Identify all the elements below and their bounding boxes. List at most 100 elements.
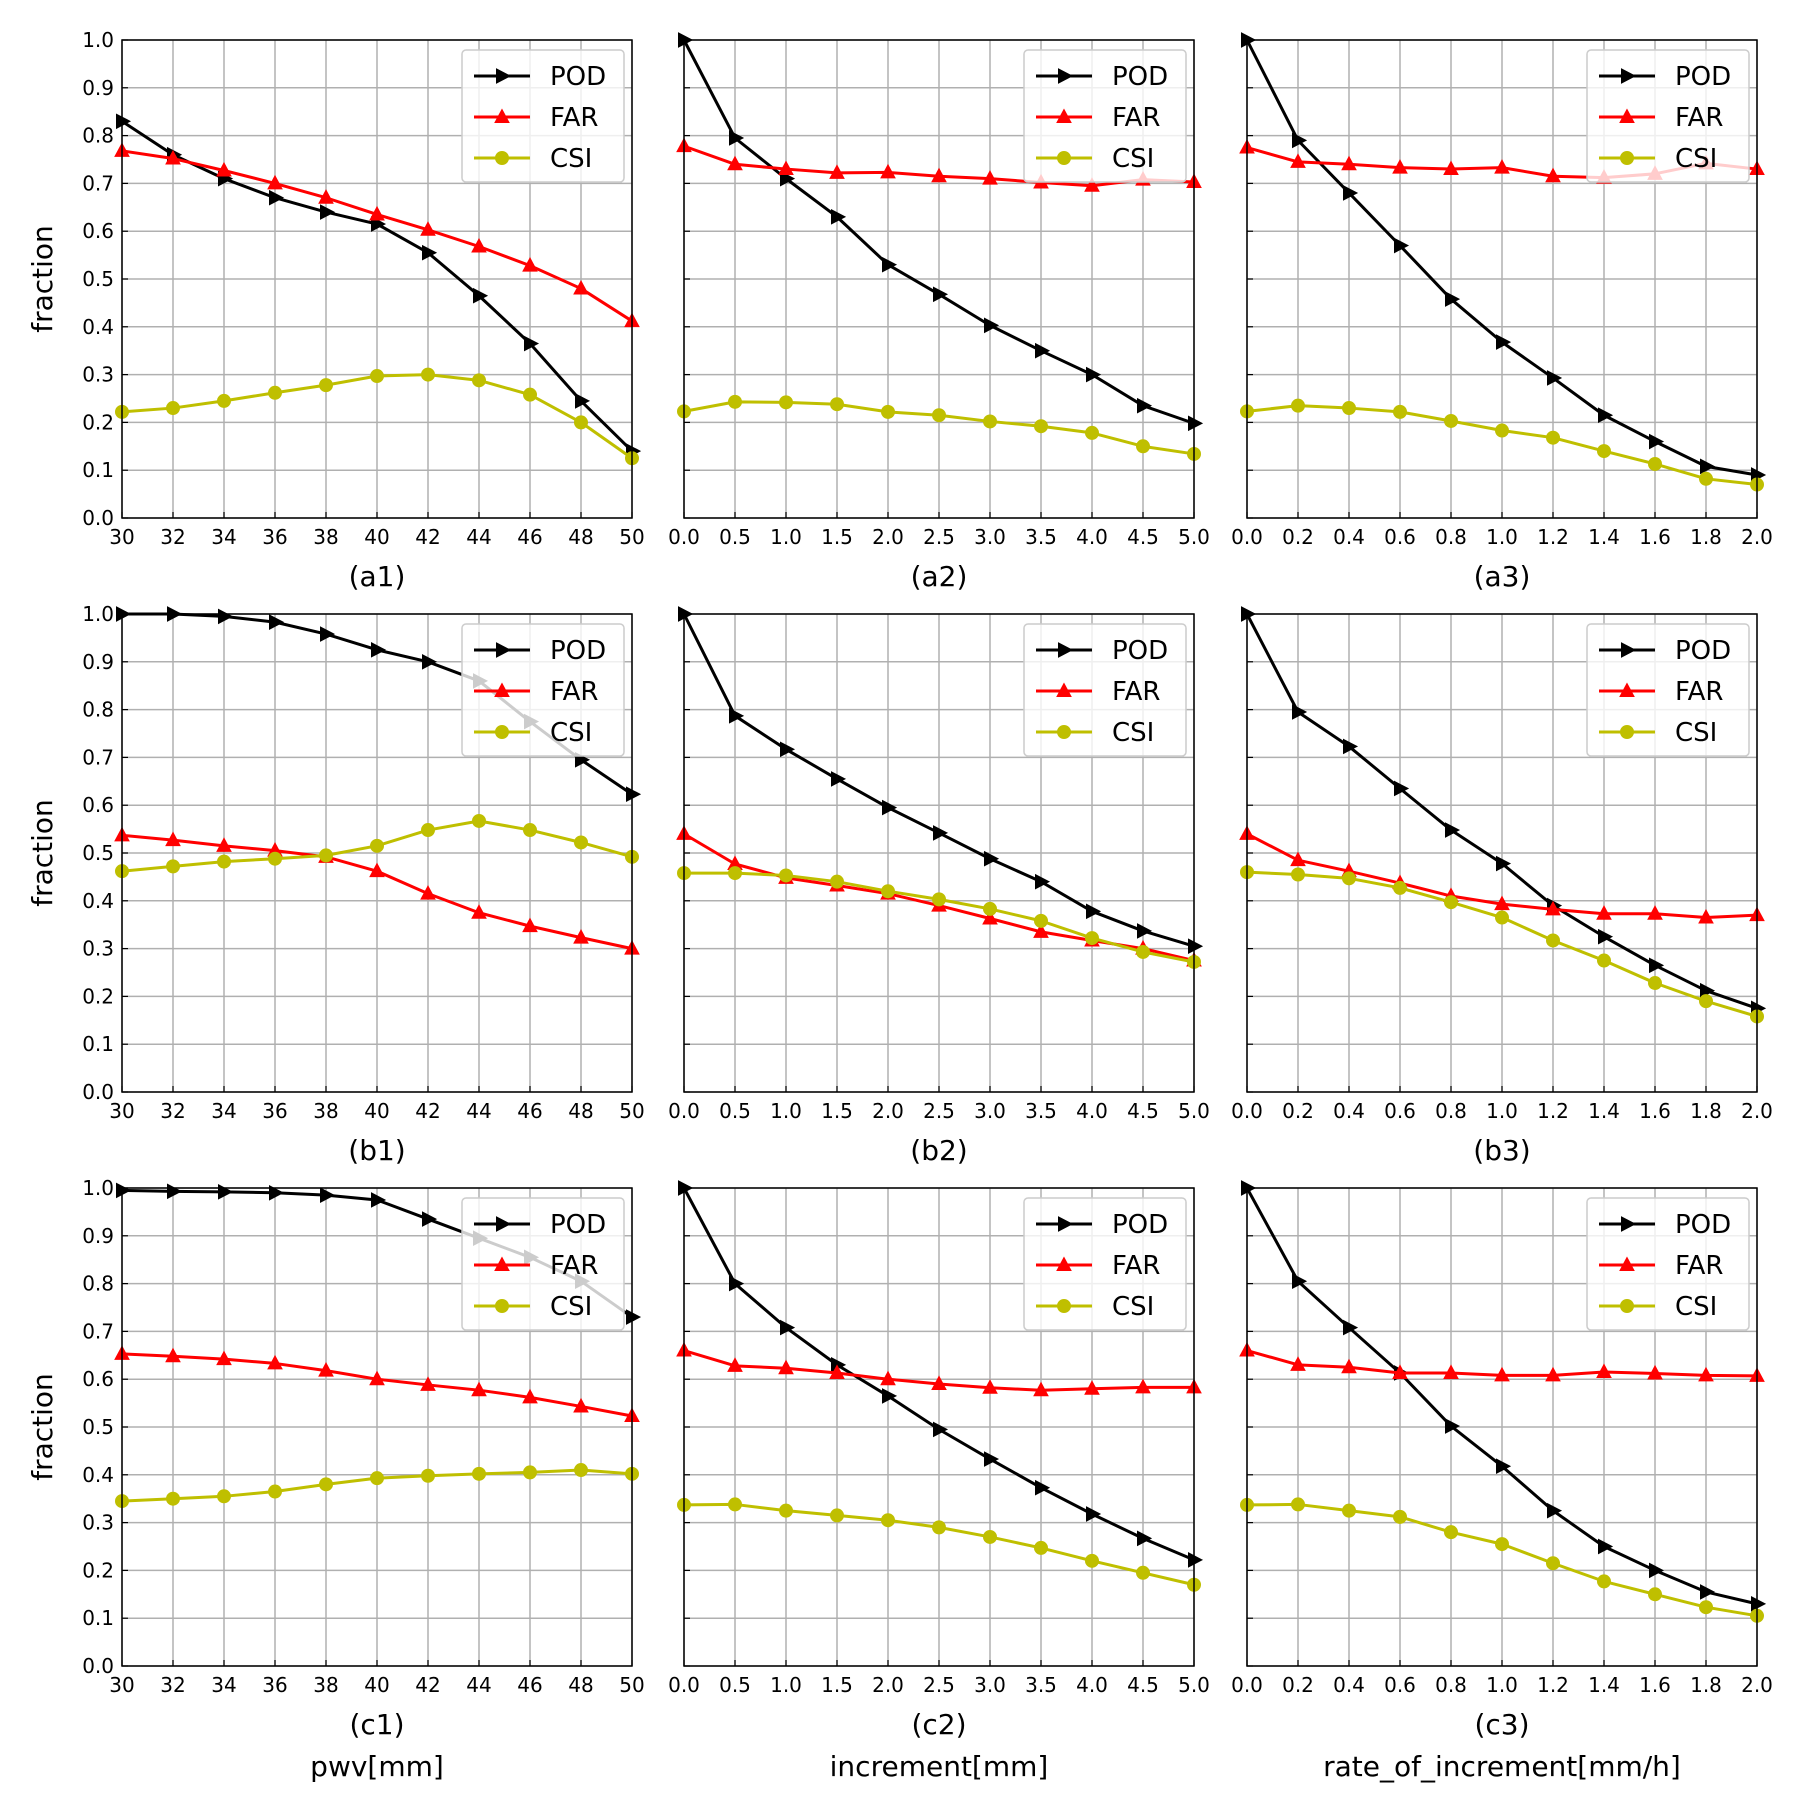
- legend-label-csi: CSI: [1675, 1292, 1717, 1322]
- series-far: [1239, 825, 1765, 924]
- legend-label-pod: POD: [550, 636, 606, 666]
- x-tick-label: 30: [109, 1099, 134, 1123]
- data-point-far: [982, 1379, 998, 1394]
- data-point-far: [931, 1375, 947, 1390]
- data-point-far: [1596, 1363, 1612, 1379]
- data-point-far: [1033, 1381, 1049, 1397]
- data-point-far: [880, 163, 896, 179]
- data-point-csi: [983, 1529, 997, 1544]
- series-pod: [678, 32, 1204, 432]
- data-point-pod: [1137, 923, 1153, 939]
- x-tick-label: 40: [364, 1099, 389, 1123]
- x-tick-label: 38: [313, 1099, 338, 1123]
- y-tick-label: 0.1: [82, 458, 114, 482]
- data-point-far: [1341, 1358, 1357, 1374]
- x-tick-label: 2.5: [923, 525, 955, 549]
- legend-label-csi: CSI: [1675, 718, 1717, 748]
- legend-label-far: FAR: [550, 677, 598, 707]
- data-point-far: [420, 885, 436, 900]
- data-point-pod: [1649, 957, 1665, 974]
- data-point-csi: [932, 892, 946, 907]
- x-tick-label: 1.8: [1690, 525, 1722, 549]
- data-point-pod: [1598, 1538, 1614, 1555]
- y-tick-label: 1.0: [82, 28, 114, 52]
- x-tick-label: 1.0: [770, 525, 802, 549]
- x-tick-label: 3.5: [1025, 1673, 1057, 1697]
- legend: POD FAR CSI: [461, 49, 625, 183]
- x-tick-label: 1.0: [770, 1673, 802, 1697]
- y-tick-label: 0.8: [82, 1272, 114, 1296]
- x-tick-label: 0.2: [1282, 525, 1314, 549]
- data-point-csi: [1597, 1574, 1611, 1589]
- x-tick-label: 34: [211, 1099, 236, 1123]
- data-point-pod: [1292, 704, 1308, 720]
- x-tick-label: 36: [262, 1673, 287, 1697]
- legend-marker-csi: [495, 725, 509, 739]
- data-point-far: [931, 167, 947, 183]
- x-tick-label: 1.0: [1486, 1673, 1518, 1697]
- x-tick-label: 2.0: [872, 1673, 904, 1697]
- data-point-csi: [1495, 910, 1509, 925]
- y-tick-label: 0.6: [82, 1367, 114, 1391]
- x-tick-label: 0.8: [1435, 1099, 1467, 1123]
- series-csi: [677, 1497, 1201, 1592]
- data-point-far: [471, 1381, 487, 1397]
- data-point-pod: [1086, 1506, 1102, 1522]
- subplot-a2: 0.0 0.5 1.0 1.5 2.0 2.5 3.0 3.5 4.0 4.5 5.0 POD FAR C…: [668, 32, 1210, 593]
- x-tick-label: 50: [619, 1099, 644, 1123]
- x-tick-label: 0.0: [668, 525, 700, 549]
- data-point-far: [778, 1359, 794, 1375]
- x-tick-label: 1.6: [1639, 1099, 1671, 1123]
- x-tick-label: 42: [415, 525, 440, 549]
- data-point-pod: [1086, 903, 1102, 920]
- plot-frame: [683, 39, 1195, 519]
- legend-marker-csi: [1620, 725, 1634, 739]
- series-csi: [115, 367, 639, 466]
- data-point-csi: [421, 1468, 435, 1483]
- data-point-pod: [1394, 780, 1410, 797]
- legend-marker-csi: [1620, 1299, 1634, 1313]
- series-pod: [1241, 606, 1767, 1017]
- data-point-far: [1698, 1366, 1714, 1382]
- data-point-csi: [1546, 1556, 1560, 1571]
- legend: POD FAR CSI: [1586, 623, 1750, 757]
- legend-marker-pod: [1621, 642, 1637, 658]
- legend: POD FAR CSI: [1586, 49, 1750, 183]
- legend-marker-pod: [496, 642, 512, 658]
- data-point-pod: [729, 130, 745, 146]
- data-point-pod: [1598, 407, 1614, 424]
- y-tick-label: 0.9: [82, 650, 114, 674]
- data-point-csi: [1648, 1587, 1662, 1602]
- legend-marker-far: [1619, 682, 1635, 697]
- legend-marker-csi: [495, 1299, 509, 1313]
- legend-label-pod: POD: [1675, 1210, 1731, 1240]
- plot-frame: [1246, 613, 1758, 1093]
- data-point-far: [318, 1362, 334, 1377]
- data-point-far: [982, 909, 998, 925]
- data-point-csi: [1393, 880, 1407, 895]
- data-point-csi: [1648, 456, 1662, 471]
- x-tick-label: 32: [160, 1099, 185, 1123]
- data-point-csi: [523, 1465, 537, 1480]
- legend-marker-far: [1619, 1256, 1635, 1271]
- data-point-far: [1392, 159, 1408, 174]
- legend-label-pod: POD: [1675, 636, 1731, 666]
- data-point-pod: [1751, 1596, 1767, 1612]
- data-point-pod: [167, 1183, 183, 1200]
- plot-frame: [683, 613, 1195, 1093]
- data-point-pod: [575, 393, 591, 409]
- data-point-far: [1290, 851, 1306, 867]
- data-point-csi: [1444, 1525, 1458, 1540]
- legend-marker-pod: [1621, 68, 1637, 84]
- x-tick-label: 1.2: [1537, 525, 1569, 549]
- x-tick-label: 2.0: [1741, 525, 1773, 549]
- y-tick-label: 0.4: [82, 889, 114, 913]
- legend-box: [461, 1197, 625, 1331]
- data-point-far: [1392, 1364, 1408, 1379]
- x-tick-label: 2.0: [1741, 1099, 1773, 1123]
- plot-frame: [1246, 39, 1758, 519]
- data-point-csi: [1342, 871, 1356, 886]
- data-point-far: [982, 170, 998, 185]
- x-tick-label: 3.5: [1025, 1099, 1057, 1123]
- data-point-far: [727, 155, 743, 171]
